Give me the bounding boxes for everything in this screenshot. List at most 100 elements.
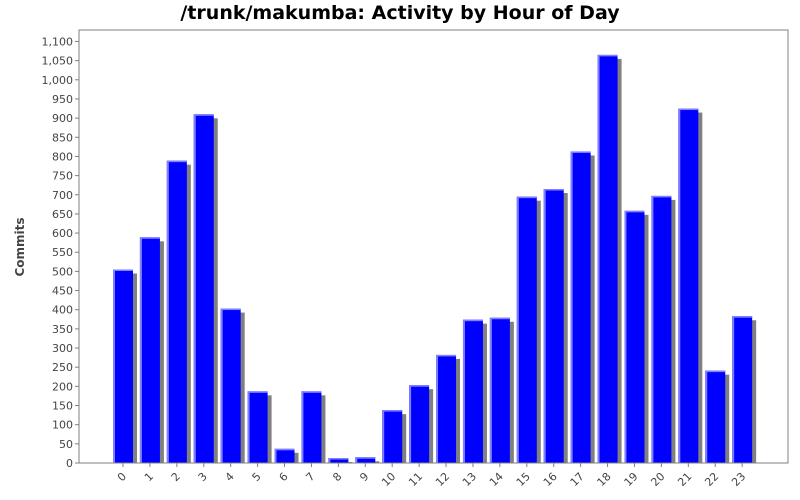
- bar-15: [516, 196, 537, 463]
- bar-highlight: [651, 195, 654, 463]
- bar-highlight: [409, 385, 412, 463]
- bar-top-edge: [462, 319, 483, 322]
- y-tick-label: 100: [52, 419, 73, 432]
- x-tick-label: 13: [460, 470, 479, 489]
- x-tick-label: 3: [196, 470, 210, 484]
- x-tick-label: 8: [330, 470, 344, 484]
- x-tick-label: 16: [541, 470, 560, 489]
- bar-top-edge: [355, 457, 376, 459]
- bar-highlight: [274, 448, 277, 463]
- y-tick-label: 1,050: [42, 55, 74, 68]
- y-tick-label: 200: [52, 380, 73, 393]
- bar-top-edge: [193, 114, 214, 116]
- y-tick-label: 0: [66, 457, 73, 470]
- bar-highlight: [113, 269, 115, 463]
- bar-highlight: [705, 370, 708, 463]
- x-tick-label: 11: [406, 470, 425, 489]
- bar-8: [328, 458, 349, 463]
- bar-highlight: [570, 151, 573, 463]
- x-tick-label: 19: [622, 470, 641, 489]
- bar-highlight: [328, 458, 331, 463]
- bar-7: [301, 391, 322, 463]
- x-tick-label: 12: [433, 470, 452, 489]
- bar-top-edge: [678, 108, 699, 111]
- bar-top-edge: [732, 316, 753, 318]
- bar-top-edge: [274, 448, 295, 451]
- bar-highlight: [489, 317, 492, 463]
- bar-top-edge: [705, 370, 726, 373]
- bar-3: [193, 114, 214, 464]
- bar-9: [355, 457, 376, 463]
- bar-top-edge: [570, 151, 591, 153]
- bar-highlight: [543, 189, 546, 463]
- bar-6: [274, 448, 295, 463]
- bar-highlight: [624, 210, 627, 463]
- bar-1: [139, 237, 160, 463]
- y-tick-label: 700: [52, 189, 73, 202]
- y-axis-ticks: 0 50 100 150 200 250 300 350 400 450 500 550 600 650 7…: [42, 35, 79, 470]
- bar-highlight: [678, 108, 681, 463]
- bar-20: [651, 195, 672, 463]
- bar-highlight: [220, 308, 223, 463]
- bar-highlight: [247, 391, 250, 463]
- x-tick-label: 20: [648, 470, 667, 489]
- y-tick-label: 900: [52, 112, 73, 125]
- bar-highlight: [355, 457, 358, 463]
- bar-21: [678, 108, 699, 463]
- bar-top-edge: [139, 237, 160, 239]
- bar-highlight: [166, 160, 169, 463]
- bar-highlight: [462, 319, 465, 463]
- x-tick-label: 10: [379, 470, 398, 489]
- bar-18: [597, 54, 618, 463]
- bar-19: [624, 210, 645, 463]
- bar-top-edge: [543, 189, 564, 191]
- bar-highlight: [597, 54, 600, 463]
- bar-highlight: [382, 410, 385, 463]
- bar-top-edge: [597, 54, 618, 57]
- bar-top-edge: [489, 317, 510, 320]
- y-tick-label: 250: [52, 361, 73, 374]
- x-tick-label: 9: [357, 470, 371, 484]
- x-tick-label: 6: [276, 470, 290, 484]
- bar-highlight: [436, 354, 439, 463]
- bar-23: [732, 316, 753, 463]
- y-tick-label: 50: [59, 438, 73, 451]
- y-tick-label: 550: [52, 246, 73, 259]
- bar-highlight: [139, 237, 142, 463]
- x-tick-label: 2: [169, 470, 183, 484]
- x-tick-label: 22: [702, 470, 721, 489]
- bar-top-edge: [301, 391, 322, 393]
- bar-top-edge: [382, 410, 403, 412]
- bar-top-edge: [328, 458, 349, 460]
- bar-10: [382, 410, 403, 463]
- x-tick-label: 17: [568, 470, 587, 489]
- x-tick-label: 14: [487, 470, 506, 489]
- y-tick-label: 750: [52, 170, 73, 183]
- y-tick-label: 600: [52, 227, 73, 240]
- bar-top-edge: [436, 354, 457, 357]
- x-tick-label: 4: [223, 470, 237, 484]
- y-tick-label: 850: [52, 131, 73, 144]
- bar-16: [543, 189, 564, 463]
- bar-top-edge: [516, 196, 537, 199]
- bar-12: [436, 354, 457, 463]
- bar-top-edge: [166, 160, 187, 163]
- bar-top-edge: [651, 195, 672, 198]
- x-tick-label: 23: [729, 470, 748, 489]
- y-tick-label: 400: [52, 304, 73, 317]
- bar-highlight: [301, 391, 304, 463]
- bar-top-edge: [113, 269, 133, 271]
- y-tick-label: 300: [52, 342, 73, 355]
- bar-highlight: [193, 114, 196, 464]
- bar-22: [705, 370, 726, 463]
- y-tick-label: 800: [52, 150, 73, 163]
- x-tick-label: 18: [595, 470, 614, 489]
- bar-top-edge: [624, 210, 645, 213]
- bar-14: [489, 317, 510, 463]
- bar-highlight: [516, 196, 519, 463]
- x-tick-label: 7: [303, 470, 317, 484]
- bars-group: [113, 54, 757, 464]
- y-tick-label: 650: [52, 208, 73, 221]
- x-tick-label: 21: [675, 470, 694, 489]
- y-tick-label: 350: [52, 323, 73, 336]
